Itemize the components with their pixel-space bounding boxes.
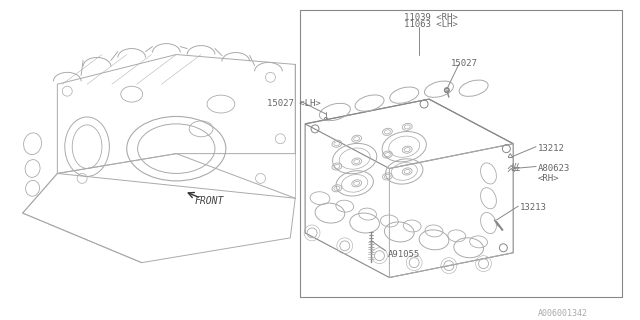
Text: 13212: 13212 <box>538 144 565 153</box>
Text: A91055: A91055 <box>387 250 420 259</box>
Text: 15027 <LH>: 15027 <LH> <box>268 99 321 108</box>
Text: 13213: 13213 <box>520 203 547 212</box>
Text: 15027: 15027 <box>451 60 477 68</box>
Text: FRONT: FRONT <box>194 196 223 206</box>
Text: A006001342: A006001342 <box>538 309 588 318</box>
Text: 11063 <LH>: 11063 <LH> <box>404 20 458 29</box>
Text: A80623
<RH>: A80623 <RH> <box>538 164 570 183</box>
Text: 11039 <RH>: 11039 <RH> <box>404 13 458 22</box>
